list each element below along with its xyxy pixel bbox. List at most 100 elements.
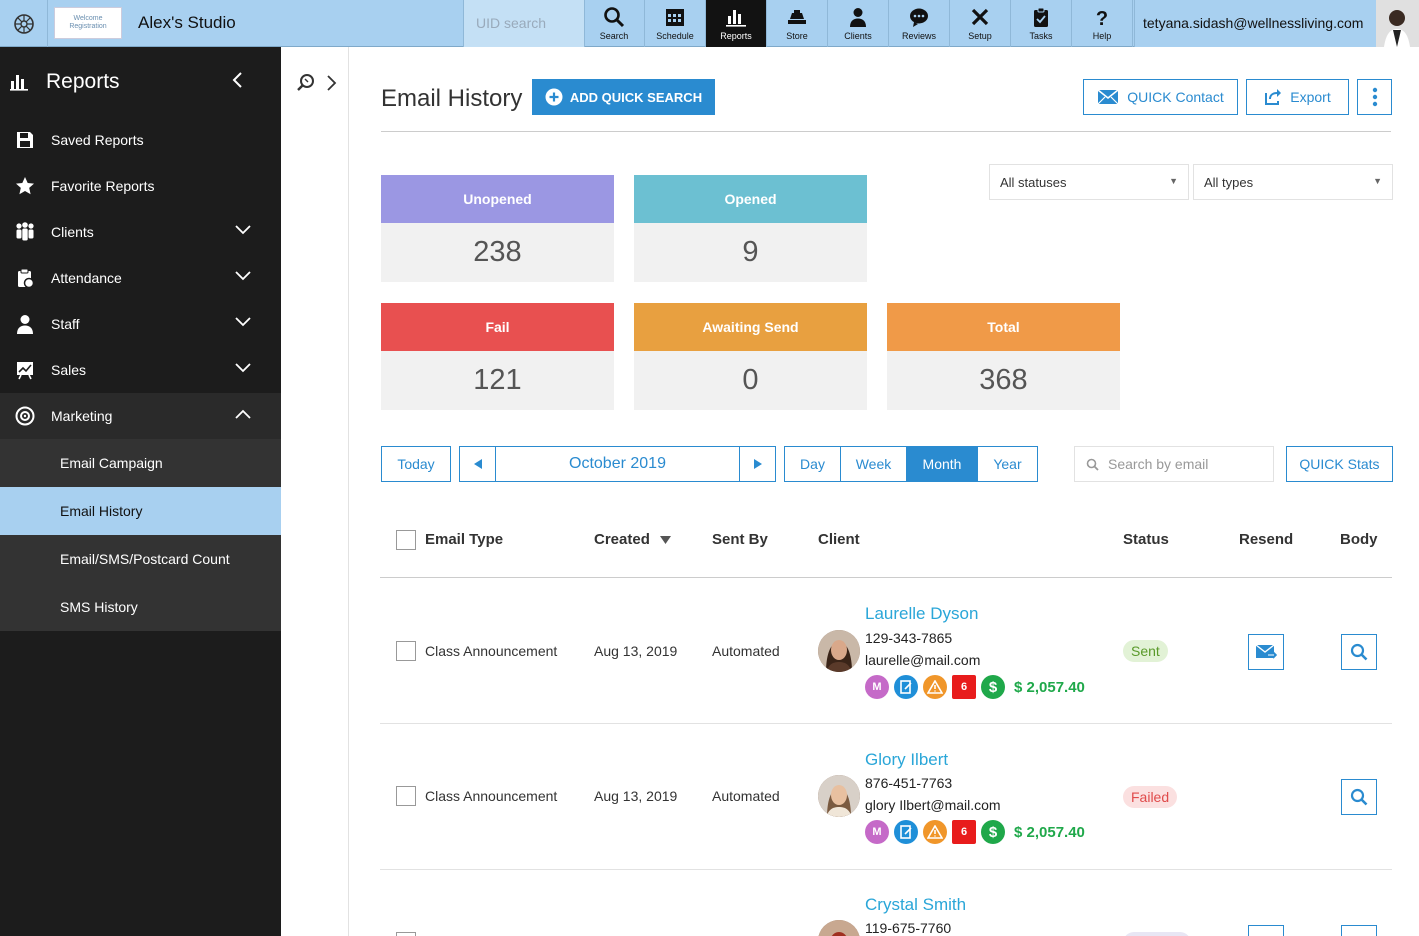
export-button[interactable]: Export — [1246, 79, 1349, 115]
member-badge-icon[interactable]: M — [865, 675, 889, 699]
search-icon — [1350, 643, 1368, 661]
nav-tasks[interactable]: Tasks — [1011, 0, 1072, 47]
nav-store[interactable]: Store — [767, 0, 828, 47]
column-header-created[interactable]: Created — [594, 531, 671, 548]
share-icon — [1265, 89, 1282, 105]
pass-badge-icon[interactable] — [894, 820, 918, 844]
sidebar-item-marketing[interactable]: Marketing — [0, 393, 281, 439]
caret-right-icon — [753, 459, 762, 469]
column-header-status[interactable]: Status — [1123, 531, 1169, 548]
client-avatar[interactable] — [818, 630, 860, 672]
stat-value: 368 — [979, 364, 1028, 396]
client-avatar[interactable] — [818, 775, 860, 817]
column-header-client[interactable]: Client — [818, 531, 860, 548]
quick-search-icon[interactable] — [296, 73, 316, 93]
table-row[interactable]: Crystal Smith 119-675-7760 — [380, 870, 1392, 936]
expand-panel-icon[interactable] — [325, 74, 337, 92]
client-balance: $ 2,057.40 — [1014, 823, 1085, 841]
table-row[interactable]: Class Announcement Aug 13, 2019 Automate… — [380, 578, 1392, 724]
select-all-checkbox[interactable] — [396, 530, 416, 550]
sidebar-item-clients[interactable]: Clients — [0, 209, 281, 255]
uid-search-input[interactable]: UID search — [463, 0, 585, 47]
sidebar-item-attendance[interactable]: Attendance — [0, 255, 281, 301]
client-name-link[interactable]: Laurelle Dyson — [865, 604, 979, 623]
sidebar-subitem-sms-history[interactable]: SMS History — [0, 583, 281, 631]
nav-clients[interactable]: Clients — [828, 0, 889, 47]
sidebar-subitem-email-history[interactable]: Email History — [0, 487, 281, 535]
client-name-link[interactable]: Glory Ilbert — [865, 750, 949, 769]
sidebar: Reports Saved Reports Favorite Reports C… — [0, 47, 281, 936]
prev-period-button[interactable] — [459, 446, 496, 482]
stat-card-total[interactable]: Total 368 — [887, 303, 1120, 410]
next-period-button[interactable] — [739, 446, 776, 482]
user-email[interactable]: tetyana.sidash@wellnessliving.com — [1134, 0, 1376, 47]
bar-chart-icon — [10, 75, 28, 91]
view-body-button[interactable] — [1341, 779, 1377, 815]
dollar-icon[interactable]: $ — [981, 820, 1005, 844]
type-filter-value: All types — [1204, 175, 1254, 190]
created-cell: Aug 13, 2019 — [594, 788, 678, 804]
status-badge: Failed — [1123, 786, 1178, 808]
stat-card-fail[interactable]: Fail 121 — [381, 303, 614, 410]
app-logo-icon[interactable] — [0, 0, 48, 47]
sidebar-subitem-email-sms-postcard-count[interactable]: Email/SMS/Postcard Count — [0, 535, 281, 583]
stat-card-awaiting-send[interactable]: Awaiting Send 0 — [634, 303, 867, 410]
sidebar-item-staff[interactable]: Staff — [0, 301, 281, 347]
nav-schedule-label: Schedule — [656, 31, 694, 41]
column-header-body: Body — [1340, 531, 1378, 548]
sidebar-item-sales[interactable]: Sales — [0, 347, 281, 393]
today-button[interactable]: Today — [381, 446, 451, 482]
nav-reports[interactable]: Reports — [706, 0, 767, 47]
quick-contact-button[interactable]: QUICK Contact — [1083, 79, 1238, 115]
more-options-button[interactable] — [1357, 79, 1392, 115]
pass-badge-icon[interactable] — [894, 675, 918, 699]
user-avatar[interactable] — [1376, 0, 1419, 47]
stat-value: 0 — [742, 364, 759, 396]
stat-card-unopened[interactable]: Unopened 238 — [381, 175, 614, 282]
quick-contact-label: QUICK Contact — [1127, 89, 1224, 105]
client-name-link[interactable]: Crystal Smith — [865, 895, 967, 914]
email-search-input[interactable]: Search by email — [1074, 446, 1274, 482]
studio-logo-text: Welcome Registration — [69, 15, 107, 30]
member-badge-icon[interactable]: M — [865, 820, 889, 844]
client-avatar[interactable] — [818, 920, 860, 936]
quick-stats-button[interactable]: QUICK Stats — [1286, 446, 1393, 482]
stat-card-opened[interactable]: Opened 9 — [634, 175, 867, 282]
view-month-button[interactable]: Month — [906, 446, 978, 482]
warning-icon[interactable] — [923, 820, 947, 844]
resend-button[interactable] — [1248, 634, 1284, 670]
count-badge[interactable]: 6 — [952, 675, 976, 699]
view-week-button[interactable]: Week — [840, 446, 907, 482]
client-phone: 876-451-7763 — [865, 775, 953, 791]
count-badge[interactable]: 6 — [952, 820, 976, 844]
column-header-sent-by[interactable]: Sent By — [712, 531, 768, 548]
sidebar-item-saved-reports[interactable]: Saved Reports — [0, 117, 281, 163]
nav-setup[interactable]: Setup — [950, 0, 1011, 47]
nav-schedule[interactable]: Schedule — [645, 0, 706, 47]
resend-button[interactable] — [1248, 925, 1284, 936]
sidebar-item-favorite-reports[interactable]: Favorite Reports — [0, 163, 281, 209]
svg-text:?: ? — [1096, 8, 1108, 28]
collapse-sidebar-icon[interactable] — [230, 71, 246, 89]
status-filter-select[interactable]: All statuses ▼ — [989, 164, 1189, 200]
type-filter-select[interactable]: All types ▼ — [1193, 164, 1393, 200]
row-checkbox[interactable] — [396, 786, 416, 806]
nav-search[interactable]: Search — [584, 0, 645, 47]
nav-reviews[interactable]: Reviews — [889, 0, 950, 47]
warning-icon[interactable] — [923, 675, 947, 699]
view-year-button[interactable]: Year — [977, 446, 1038, 482]
studio-logo[interactable]: Welcome Registration — [54, 7, 122, 39]
period-label[interactable]: October 2019 — [495, 446, 740, 482]
nav-help[interactable]: ? Help — [1072, 0, 1133, 47]
add-quick-search-button[interactable]: ADD QUICK SEARCH — [532, 79, 715, 115]
view-day-button[interactable]: Day — [784, 446, 841, 482]
column-header-email-type[interactable]: Email Type — [425, 531, 504, 548]
view-body-button[interactable] — [1341, 925, 1377, 936]
table-row[interactable]: Class Announcement Aug 13, 2019 Automate… — [380, 724, 1392, 870]
row-checkbox[interactable] — [396, 932, 416, 936]
studio-name[interactable]: Alex's Studio — [138, 13, 236, 32]
view-body-button[interactable] — [1341, 634, 1377, 670]
row-checkbox[interactable] — [396, 641, 416, 661]
sidebar-subitem-email-campaign[interactable]: Email Campaign — [0, 439, 281, 487]
dollar-icon[interactable]: $ — [981, 675, 1005, 699]
